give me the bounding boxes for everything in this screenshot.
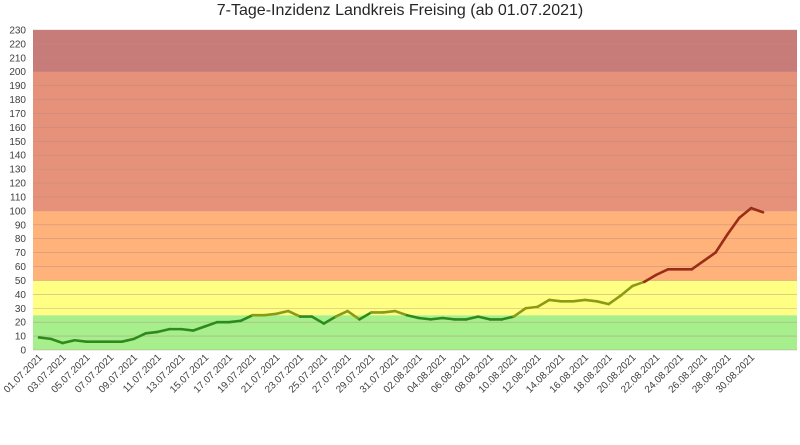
y-tick-label-160: 160: [9, 123, 26, 134]
y-tick-label-130: 130: [9, 165, 26, 176]
line-segment: [583, 298, 599, 303]
y-tick-label-120: 120: [9, 179, 26, 190]
y-tick-label-150: 150: [9, 137, 26, 148]
line-segment: [607, 294, 622, 306]
line-segment: [120, 337, 136, 343]
line-segment: [441, 316, 456, 321]
y-tick-label-100: 100: [9, 206, 26, 217]
y-tick-label-200: 200: [9, 67, 26, 78]
y-tick-label-40: 40: [15, 290, 27, 301]
line-segment: [180, 327, 195, 332]
chart-title: 7-Tage-Inzidenz Landkreis Freising (ab 0…: [216, 2, 584, 19]
line-segment: [643, 273, 658, 284]
line-segment: [132, 332, 148, 341]
y-tick-label-170: 170: [9, 109, 26, 120]
y-axis-ticks: 0 10 20 30 40 50 60 70 80 90 100 110 120 130 140 150 160…: [9, 26, 26, 357]
line-segment: [512, 306, 527, 318]
line-segment: [239, 313, 254, 323]
line-segment: [144, 330, 159, 335]
line-segment: [595, 300, 611, 306]
y-tick-label-30: 30: [15, 304, 27, 315]
line-segment: [417, 316, 432, 321]
line-segment: [203, 320, 219, 328]
gridlines: [33, 29, 797, 351]
line-segment: [263, 312, 278, 317]
line-segment: [726, 216, 741, 236]
y-tick-label-0: 0: [20, 346, 26, 357]
line-segment: [322, 315, 338, 325]
line-segment: [49, 337, 65, 345]
line-segment: [227, 319, 243, 324]
line-segment: [476, 315, 492, 321]
line-segment: [464, 315, 480, 321]
line-segment: [714, 233, 729, 254]
line-segment: [429, 316, 444, 321]
line-segment: [619, 284, 634, 298]
band-200-230: [33, 30, 797, 72]
line-segment: [536, 298, 551, 309]
line-segment: [275, 309, 290, 316]
y-tick-label-180: 180: [9, 95, 26, 106]
line-segment: [73, 338, 88, 343]
y-tick-label-60: 60: [15, 262, 27, 273]
line-segment: [358, 311, 373, 321]
line-segment: [381, 309, 397, 314]
y-tick-label-190: 190: [9, 81, 26, 92]
line-segment: [310, 315, 326, 325]
y-tick-label-90: 90: [15, 220, 27, 231]
line-segment: [156, 327, 171, 334]
line-segment: [191, 325, 207, 332]
y-tick-label-140: 140: [9, 151, 26, 162]
line-segment: [500, 315, 516, 321]
band-25-50: [33, 280, 797, 316]
line-segment: [346, 309, 361, 321]
line-segment: [37, 336, 53, 341]
line-segment: [393, 309, 409, 317]
line-segment: [524, 305, 539, 310]
y-tick-label-210: 210: [9, 53, 26, 64]
y-tick-label-220: 220: [9, 39, 26, 50]
line-segment: [654, 268, 670, 277]
y-tick-label-230: 230: [9, 26, 26, 37]
y-tick-label-110: 110: [10, 192, 26, 203]
line-segment: [702, 251, 717, 263]
line-segment: [334, 309, 349, 318]
line-segment: [548, 298, 563, 303]
y-tick-label-20: 20: [15, 318, 27, 329]
line-segment: [286, 309, 302, 318]
x-axis-ticks: 01.07.202103.07.202105.07.202107.07.2021…: [2, 352, 758, 395]
line-segment: [631, 280, 646, 288]
y-tick-label-70: 70: [15, 248, 27, 259]
y-tick-label-10: 10: [15, 332, 27, 343]
y-tick-label-80: 80: [15, 234, 27, 245]
line-segment: [405, 313, 421, 320]
line-segment: [690, 259, 705, 271]
line-segment: [737, 206, 753, 220]
threshold-bands: [33, 30, 797, 350]
incidence-series: [37, 206, 765, 345]
line-segment: [749, 206, 765, 214]
y-tick-label-50: 50: [15, 276, 27, 287]
line-segment: [571, 298, 587, 303]
line-segment: [61, 338, 76, 345]
